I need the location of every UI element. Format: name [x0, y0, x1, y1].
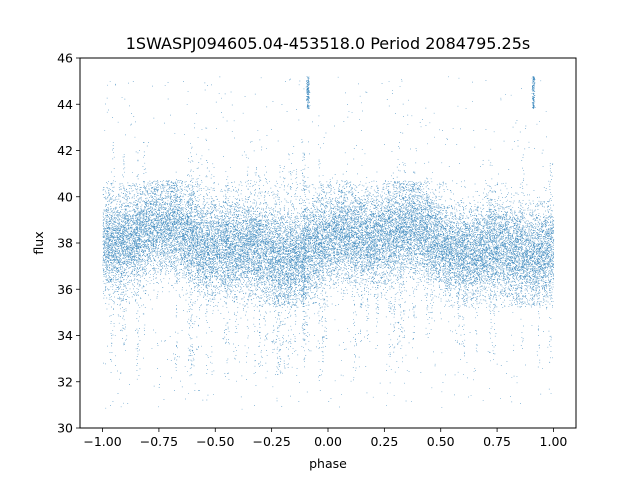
x-tick-label: 1.00	[540, 434, 568, 449]
x-tick-label: −0.50	[196, 434, 234, 449]
scatter-point-cloud	[102, 76, 555, 410]
x-axis-label: phase	[309, 456, 347, 471]
x-tick-label: 0.50	[427, 434, 455, 449]
chart-title: 1SWASPJ094605.04-453518.0 Period 2084795…	[126, 34, 531, 53]
x-tick-label: 0.75	[483, 434, 511, 449]
x-tick-label: 0.00	[314, 434, 342, 449]
scatter-points	[102, 76, 555, 410]
y-tick-label: 36	[57, 282, 73, 297]
x-tick-label: 0.25	[370, 434, 398, 449]
x-axis-ticks: −1.00 −0.75 −0.50 −0.25 0.00 0.25 0.50 0.75 1.00	[83, 428, 567, 449]
y-axis-label: flux	[31, 231, 46, 254]
y-tick-label: 34	[57, 328, 73, 343]
y-tick-label: 30	[57, 421, 73, 436]
y-tick-label: 32	[57, 374, 73, 389]
x-tick-label: −0.75	[140, 434, 178, 449]
y-tick-label: 42	[57, 143, 73, 158]
y-axis-ticks: 30 32 34 36 38 40 42 44 46	[57, 51, 80, 436]
y-tick-label: 38	[57, 236, 73, 251]
x-tick-label: −1.00	[83, 434, 121, 449]
y-tick-label: 46	[57, 51, 73, 66]
y-tick-label: 40	[57, 189, 73, 204]
x-tick-label: −0.25	[252, 434, 290, 449]
y-tick-label: 44	[57, 97, 73, 112]
